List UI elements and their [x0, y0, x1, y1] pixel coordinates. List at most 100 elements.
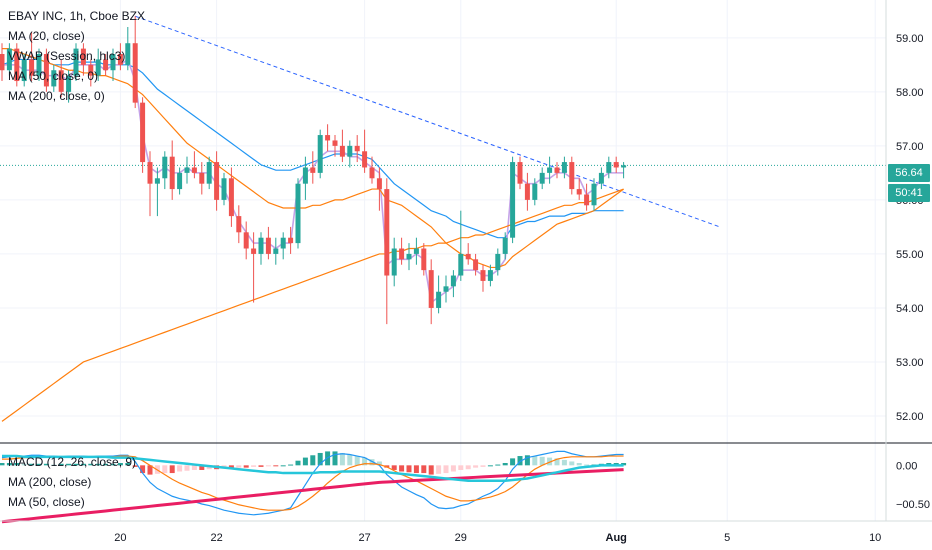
- price-axis: 52.0053.0054.0055.0056.0057.0058.0059.00…: [896, 33, 930, 511]
- price-tick-label: 57.00: [896, 141, 924, 153]
- candle-body: [214, 162, 220, 200]
- candle-body: [495, 253, 501, 271]
- time-tick-label: 20: [114, 532, 126, 544]
- legend-macd[interactable]: MACD (12, 26, close, 9): [8, 455, 137, 469]
- candle-body: [517, 162, 523, 184]
- macd-layer: [0, 450, 627, 524]
- candle-body: [14, 48, 20, 82]
- candle-body: [243, 232, 249, 249]
- candle-body: [51, 70, 57, 87]
- candle-body: [510, 162, 516, 238]
- candle-body: [317, 135, 323, 173]
- macd-histogram-bar: [539, 456, 545, 466]
- candle-body: [487, 270, 493, 281]
- candle-body: [391, 248, 397, 276]
- candle-body: [288, 237, 294, 244]
- macd-histogram-bar: [110, 463, 116, 466]
- candle-body: [140, 102, 146, 163]
- macd-histogram-bar: [458, 465, 464, 470]
- macd-histogram-bar: [177, 465, 183, 472]
- main-grid: [0, 0, 886, 521]
- candle-body: [413, 248, 419, 254]
- candle-body: [125, 43, 131, 65]
- candle-body: [369, 167, 375, 179]
- macd-histogram-bar: [258, 465, 264, 467]
- candle-body: [177, 172, 183, 190]
- macd-histogram-bar: [21, 463, 27, 466]
- macd-histogram-bar: [354, 456, 360, 466]
- legend-macd-ma50[interactable]: MA (50, close): [8, 495, 85, 509]
- macd-tick-label: −00.50: [896, 499, 930, 511]
- macd-histogram-bar: [487, 465, 493, 467]
- candle-body: [532, 183, 538, 200]
- macd-histogram-bar: [36, 463, 42, 466]
- candle-body: [339, 145, 345, 157]
- candle-body: [228, 178, 234, 217]
- candle-body: [280, 237, 286, 249]
- candle-body: [621, 165, 627, 168]
- trendline: [135, 15, 720, 228]
- time-tick-label: 29: [455, 532, 467, 544]
- candle-body: [561, 162, 567, 173]
- candle-body: [251, 248, 257, 254]
- candle-body: [384, 189, 390, 276]
- macd-histogram-bar: [428, 465, 434, 475]
- macd-histogram-bar: [280, 465, 286, 467]
- legend-macd-ma200[interactable]: MA (200, close): [8, 475, 92, 489]
- candle-body: [110, 54, 116, 71]
- candle-body: [0, 54, 5, 71]
- candle-body: [591, 183, 597, 206]
- candle-body: [154, 178, 160, 184]
- macd-histogram-bar: [399, 465, 405, 472]
- macd-histogram-bar: [436, 465, 442, 474]
- macd-histogram-bar: [95, 463, 101, 466]
- candle-body: [184, 167, 190, 173]
- macd-histogram-bar: [288, 464, 294, 466]
- candle-body: [354, 145, 360, 152]
- candle-body: [80, 48, 86, 65]
- macd-histogram-bar: [473, 465, 479, 468]
- candle-body: [258, 237, 264, 254]
- macd-tick-label: 0.00: [896, 460, 917, 472]
- macd-histogram-bar: [339, 452, 345, 466]
- macd-histogram-bar: [502, 463, 508, 466]
- chart-title[interactable]: EBAY INC, 1h, Cboe BZX: [8, 9, 145, 23]
- macd-histogram-bar: [317, 452, 323, 466]
- candle-body: [73, 48, 79, 76]
- candle-body: [554, 167, 560, 173]
- candle-body: [103, 59, 109, 71]
- macd-legend: MACD (12, 26, close, 9) MA (200, close) …: [8, 452, 136, 512]
- macd-histogram-bar: [125, 463, 131, 466]
- macd-histogram-bar: [465, 465, 471, 470]
- candle-body: [502, 237, 508, 254]
- macd-histogram-bar: [554, 458, 560, 466]
- legend-ma50[interactable]: MA (50, close, 0): [8, 69, 99, 83]
- legend-ma200[interactable]: MA (200, close, 0): [8, 89, 105, 103]
- macd-histogram-bar: [236, 465, 242, 468]
- macd-histogram-bar: [43, 463, 49, 466]
- macd-histogram-bar: [495, 464, 501, 466]
- candle-body: [539, 172, 545, 184]
- macd-histogram-bar: [199, 465, 205, 470]
- macd-histogram-bar: [162, 465, 168, 474]
- candle-body: [613, 162, 619, 168]
- macd-histogram-bar: [347, 454, 353, 466]
- candle-body: [569, 162, 575, 190]
- candle-body: [29, 59, 35, 76]
- macd-histogram-bar: [0, 463, 5, 466]
- macd-histogram-bar: [132, 465, 138, 467]
- macd-histogram-bar: [406, 465, 412, 473]
- macd-histogram-bar: [547, 457, 553, 466]
- macd-histogram-bar: [147, 465, 153, 475]
- candle-layer: [0, 16, 627, 325]
- legend-vwap[interactable]: VWAP (Session, hlc3): [8, 49, 126, 63]
- macd-histogram-bar: [443, 465, 449, 474]
- macd-histogram-bar: [88, 463, 94, 466]
- macd-histogram-bar: [103, 463, 109, 466]
- macd-histogram-bar: [191, 465, 197, 470]
- macd-histogram-bar: [140, 465, 146, 474]
- legend-ma20[interactable]: MA (20, close): [8, 29, 85, 43]
- macd-histogram-bar: [251, 465, 257, 467]
- macd-histogram-bar: [80, 463, 86, 466]
